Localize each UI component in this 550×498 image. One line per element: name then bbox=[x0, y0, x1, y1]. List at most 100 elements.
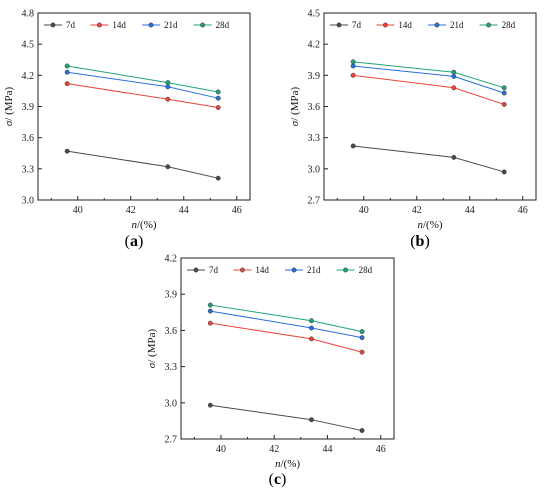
y-tick-label: 3.0 bbox=[165, 398, 178, 409]
y-axis-symbol: σ bbox=[146, 362, 158, 368]
legend-swatch-marker bbox=[291, 267, 297, 273]
legend-label: 14d bbox=[398, 20, 412, 30]
y-tick-label: 3.6 bbox=[308, 102, 321, 113]
data-point-7d bbox=[359, 428, 365, 434]
y-axis-symbol: σ bbox=[3, 120, 15, 126]
y-axis-symbol: σ bbox=[289, 120, 301, 126]
data-point-7d bbox=[309, 417, 314, 423]
data-point-7d bbox=[64, 148, 70, 154]
y-tick-label: 3.3 bbox=[308, 133, 321, 144]
data-point-14d bbox=[215, 105, 221, 110]
panel-label: (c) bbox=[269, 471, 287, 488]
x-axis-symbol: n bbox=[417, 219, 423, 231]
legend-label: 28d bbox=[359, 265, 373, 275]
data-point-28d bbox=[165, 80, 171, 86]
data-point-14d bbox=[451, 85, 457, 91]
legend-swatch-marker bbox=[382, 22, 388, 28]
panel-label-close: ) bbox=[138, 233, 143, 250]
data-point-14d bbox=[501, 101, 507, 107]
data-point-7d bbox=[165, 164, 171, 170]
data-point-7d bbox=[207, 402, 213, 408]
x-tick-label: 44 bbox=[322, 444, 332, 455]
data-point-21d bbox=[165, 84, 171, 90]
legend-label: 7d bbox=[352, 20, 362, 30]
series-line-14d bbox=[210, 322, 363, 353]
legend-label: 14d bbox=[112, 20, 126, 30]
y-tick-label: 2.7 bbox=[308, 196, 321, 207]
series-line-28d bbox=[67, 65, 219, 93]
data-point-14d bbox=[359, 349, 365, 355]
y-tick-label: 4.2 bbox=[165, 254, 178, 265]
data-point-7d bbox=[215, 175, 221, 181]
legend-label: 7d bbox=[66, 20, 76, 30]
y-tick-label: 4.8 bbox=[22, 9, 35, 20]
x-tick-label: 44 bbox=[465, 205, 475, 216]
x-axis-title: n/(%) bbox=[275, 458, 300, 470]
legend-swatch-marker bbox=[434, 22, 440, 28]
panel-label-close: ) bbox=[281, 471, 286, 488]
legend-label: 21d bbox=[450, 20, 464, 30]
panel-label-open: ( bbox=[269, 471, 274, 488]
series-line-21d bbox=[67, 71, 219, 99]
legend-label: 28d bbox=[216, 20, 230, 30]
legend-label: 7d bbox=[209, 265, 219, 275]
series-line-14d bbox=[353, 74, 505, 105]
plot-frame bbox=[180, 257, 395, 440]
data-point-28d bbox=[350, 59, 356, 65]
x-tick-label: 42 bbox=[269, 444, 279, 455]
data-point-21d bbox=[309, 325, 314, 331]
legend-swatch-marker bbox=[50, 22, 56, 28]
y-axis-unit: / (MPa) bbox=[289, 86, 301, 120]
data-point-7d bbox=[451, 154, 457, 160]
y-tick-label: 3.3 bbox=[165, 362, 178, 373]
data-point-21d bbox=[350, 63, 356, 69]
y-tick-label: 3.6 bbox=[165, 326, 178, 337]
series-line-7d bbox=[353, 145, 505, 173]
chart-panel: 2.7 3.0 3.3 3.6 3.9 4.2 40 42 44 46 n/(%) σ/ (MPa) 7… bbox=[146, 254, 395, 488]
data-point-7d bbox=[350, 143, 356, 149]
x-tick-label: 46 bbox=[518, 205, 528, 216]
data-point-28d bbox=[64, 63, 70, 69]
y-axis-title: σ/ (MPa) bbox=[3, 86, 15, 126]
legend: 7d 14d 21d 28d bbox=[330, 20, 516, 30]
y-tick-label: 4.2 bbox=[308, 40, 321, 51]
y-tick-label: 4.2 bbox=[22, 71, 35, 82]
y-tick-label: 4.5 bbox=[308, 9, 321, 20]
x-tick-label: 40 bbox=[216, 444, 226, 455]
panel-label-close: ) bbox=[424, 233, 429, 250]
legend-swatch-marker bbox=[148, 22, 154, 28]
series-line-7d bbox=[210, 404, 363, 432]
y-axis-unit: / (MPa) bbox=[146, 328, 158, 362]
legend-swatch-marker bbox=[96, 22, 102, 28]
legend-swatch-marker bbox=[336, 22, 342, 28]
x-axis-title: n/(%) bbox=[417, 219, 442, 231]
data-point-14d bbox=[64, 81, 70, 87]
x-tick-label: 44 bbox=[179, 205, 189, 216]
x-axis-symbol: n bbox=[275, 458, 281, 470]
x-axis-title: n/(%) bbox=[131, 219, 156, 231]
x-axis-unit: /(%) bbox=[137, 219, 157, 231]
series-line-14d bbox=[67, 83, 219, 109]
y-tick-label: 3.9 bbox=[308, 71, 321, 82]
data-point-7d bbox=[501, 169, 507, 175]
data-point-28d bbox=[309, 318, 314, 324]
x-axis-unit: /(%) bbox=[423, 219, 443, 231]
panel-label-letter: c bbox=[274, 471, 281, 488]
series-line-21d bbox=[210, 310, 363, 339]
x-axis-unit: /(%) bbox=[280, 458, 300, 470]
legend-swatch-marker bbox=[193, 267, 199, 273]
data-point-21d bbox=[501, 90, 507, 96]
panel-label: (a) bbox=[125, 233, 144, 250]
data-point-14d bbox=[309, 336, 314, 342]
x-tick-label: 42 bbox=[126, 205, 136, 216]
data-point-28d bbox=[215, 89, 221, 95]
panel-label-open: ( bbox=[410, 233, 415, 250]
y-axis-unit: / (MPa) bbox=[3, 86, 15, 120]
data-point-28d bbox=[451, 69, 457, 75]
legend-swatch-marker bbox=[239, 267, 245, 273]
x-tick-label: 42 bbox=[412, 205, 422, 216]
data-point-28d bbox=[501, 85, 507, 91]
legend: 7d 14d 21d 28d bbox=[187, 265, 373, 275]
y-tick-label: 4.5 bbox=[22, 40, 35, 51]
